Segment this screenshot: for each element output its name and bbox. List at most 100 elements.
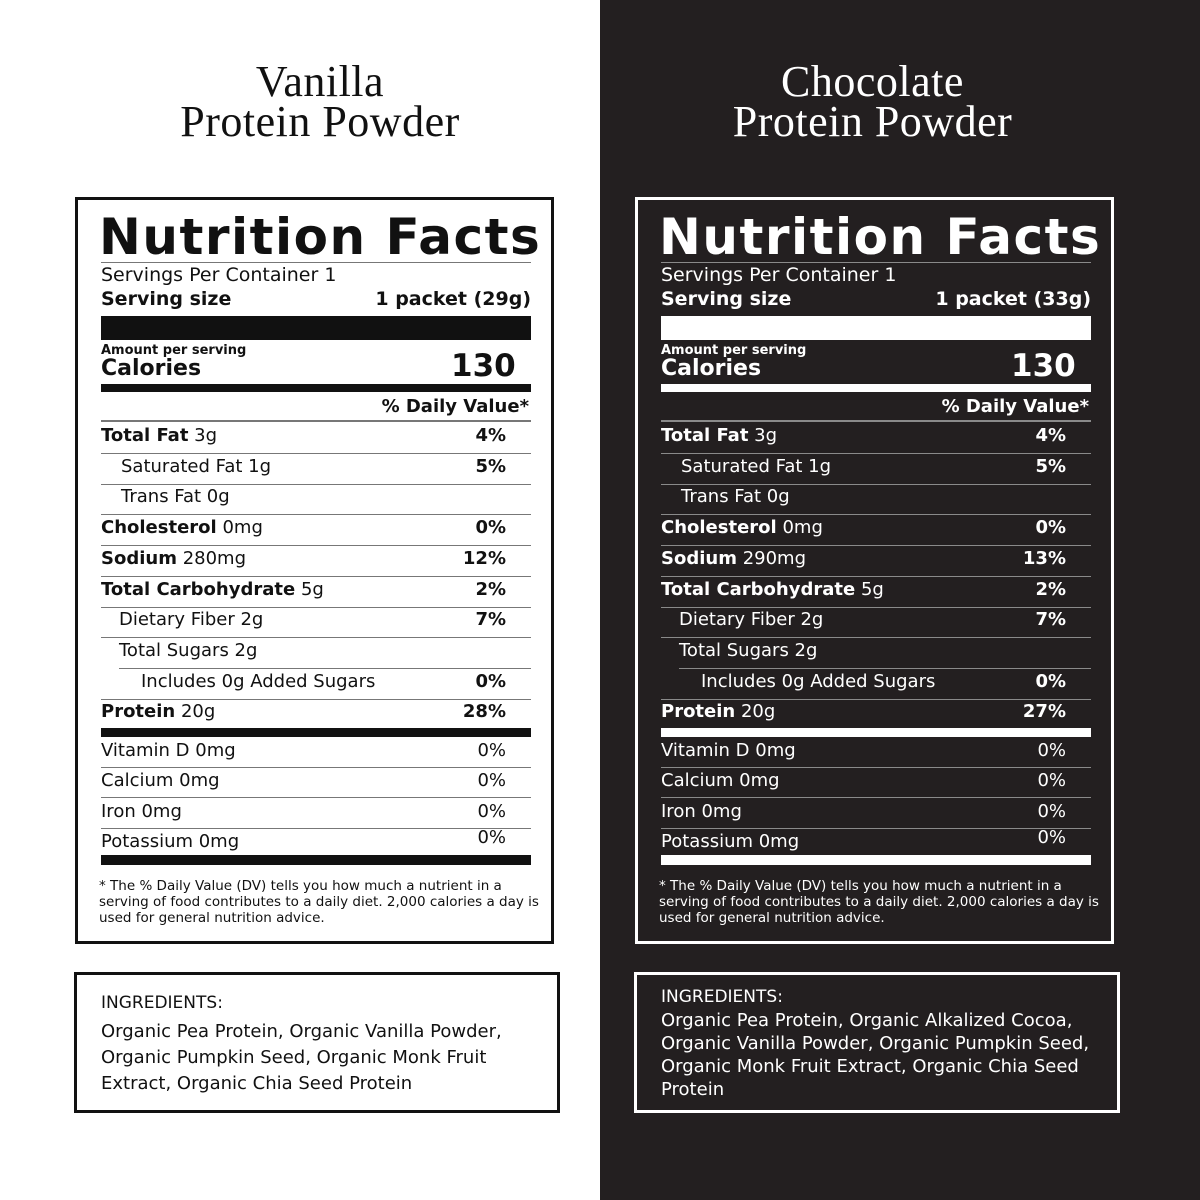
vitamin-daily-value: 0% — [477, 800, 506, 822]
chocolate-title: Chocolate Protein Powder — [600, 57, 1145, 146]
ingredients-text: Organic Pea Protein, Organic Vanilla Pow… — [101, 1021, 502, 1094]
nutrient-daily-value: 5% — [1035, 455, 1066, 477]
nutrient-amount: Saturated Fat 1g — [121, 455, 272, 477]
medium-divider — [661, 384, 1091, 392]
nutrient-bold-name: Total Fat — [661, 425, 749, 446]
nutrient-amount: 3g — [754, 425, 778, 446]
vanilla-title-line1: Vanilla — [255, 57, 385, 106]
row-divider — [101, 827, 531, 829]
row-divider — [101, 514, 531, 516]
ingredients-text: Organic Pea Protein, Organic Alkalized C… — [661, 1010, 1090, 1100]
medium-divider — [101, 384, 531, 392]
nutrient-daily-value: 7% — [475, 609, 506, 631]
chocolate-title-line1: Chocolate — [781, 57, 964, 106]
nutrient-daily-value: 0% — [475, 517, 506, 539]
nutrient-daily-value: 0% — [1035, 517, 1066, 539]
nutrient-bold-name: Sodium — [101, 547, 177, 569]
vanilla-nutrition-label: Nutrition Facts Servings Per Container 1… — [75, 197, 554, 944]
calories-label: Calories — [101, 356, 202, 381]
nutrient-amount: 3g — [194, 425, 218, 446]
row-divider — [119, 667, 531, 669]
ingredients-label: INGREDIENTS: — [661, 987, 783, 1007]
nutrient-row: Dietary Fiber 2g 7% — [661, 608, 1091, 639]
nutrient-daily-value: 13% — [1022, 547, 1066, 569]
nutrient-name: Saturated Fat 1g — [681, 456, 831, 477]
nutrient-amount: Total Sugars 2g — [679, 639, 818, 661]
row-divider — [101, 698, 531, 700]
serving-size-value: 1 packet (33g) — [935, 288, 1091, 310]
vanilla-panel: Vanilla Protein Powder Nutrition Facts S… — [74, 59, 560, 1113]
nutrient-name: Total Fat 3g — [661, 425, 777, 446]
vitamin-row: Potassium 0mg 0% — [661, 826, 1091, 860]
vitamin-row: Vitamin D 0mg 0% — [101, 739, 531, 769]
amount-per-serving: Amount per serving — [661, 343, 807, 358]
nutrient-name: Cholesterol 0mg — [661, 517, 823, 538]
chocolate-nutrition-label: Nutrition Facts Servings Per Container 1… — [635, 197, 1114, 944]
nutrient-amount: Includes 0g Added Sugars — [141, 670, 376, 692]
nutrient-amount: Dietary Fiber 2g — [119, 609, 264, 631]
nutrient-name: Saturated Fat 1g — [121, 456, 271, 477]
vitamin-daily-value: 0% — [477, 826, 506, 848]
nutrient-row: Includes 0g Added Sugars 0% — [101, 670, 531, 700]
row-divider — [661, 545, 1091, 547]
nutrient-daily-value: 4% — [475, 425, 506, 446]
row-divider — [101, 797, 531, 799]
nutrient-row: Includes 0g Added Sugars 0% — [661, 670, 1091, 700]
divider — [101, 262, 531, 263]
vitamin-name: Calcium 0mg — [661, 770, 780, 792]
chocolate-title-line2: Protein Powder — [732, 97, 1013, 146]
serving-size-value: 1 packet (29g) — [375, 288, 531, 310]
row-divider — [661, 698, 1091, 700]
vitamin-daily-value: 0% — [1037, 800, 1066, 822]
nutrient-name: Total Sugars 2g — [119, 640, 257, 661]
nutrient-amount: Total Sugars 2g — [119, 639, 258, 661]
vitamin-name: Iron 0mg — [661, 800, 742, 822]
nutrient-amount: 20g — [740, 701, 776, 723]
vitamin-row: Iron 0mg 0% — [101, 800, 531, 830]
row-divider — [661, 767, 1091, 768]
vitamin-name: Vitamin D 0mg — [661, 740, 796, 761]
nutrient-daily-value: 5% — [475, 455, 506, 477]
nutrient-row: Sodium 280mg 12% — [101, 547, 531, 577]
serving-size-label: Serving size — [661, 288, 792, 310]
vitamin-daily-value: 0% — [1037, 826, 1066, 848]
thick-divider — [661, 855, 1091, 865]
thick-divider — [101, 316, 531, 340]
nutrient-name: Dietary Fiber 2g — [119, 609, 263, 630]
calories-label: Calories — [661, 356, 762, 381]
daily-value-header: % Daily Value* — [381, 396, 529, 417]
nutrient-name: Sodium 280mg — [101, 548, 246, 569]
thick-divider — [661, 728, 1091, 737]
row-divider — [661, 797, 1091, 799]
row-divider — [101, 606, 531, 608]
nutrient-name: Protein 20g — [101, 701, 215, 722]
row-divider — [661, 453, 1091, 454]
vitamin-row: Calcium 0mg 0% — [661, 769, 1091, 799]
nutrient-row: Total Fat 3g 4% — [661, 424, 1091, 454]
nutrient-amount: Saturated Fat 1g — [681, 455, 832, 477]
amount-per-serving: Amount per serving — [101, 343, 247, 358]
nutrient-daily-value: 2% — [475, 578, 506, 600]
divider — [661, 420, 1091, 422]
vitamin-row: Calcium 0mg 0% — [101, 769, 531, 799]
vitamin-name: Potassium 0mg — [661, 830, 800, 852]
nutrient-row: Total Fat 3g 4% — [101, 424, 531, 454]
nutrient-daily-value: 7% — [1035, 609, 1066, 631]
row-divider — [661, 827, 1091, 829]
chocolate-ingredients-box: INGREDIENTS: Organic Pea Protein, Organi… — [634, 972, 1120, 1113]
nutrient-row: Sodium 290mg 13% — [661, 547, 1091, 577]
servings-per-container: Servings Per Container 1 — [101, 264, 337, 286]
nutrient-name: Cholesterol 0mg — [101, 517, 263, 538]
nutrient-row: Protein 20g 28% — [101, 700, 531, 730]
nutrient-name: Total Carbohydrate 5g — [661, 579, 884, 600]
nutrient-amount: Trans Fat 0g — [121, 486, 230, 508]
nutrient-row: Total Sugars 2g — [661, 639, 1091, 669]
nutrient-name: Dietary Fiber 2g — [679, 609, 823, 630]
thick-divider — [101, 855, 531, 865]
nutrient-row: Cholesterol 0mg 0% — [101, 516, 531, 547]
row-divider — [101, 483, 531, 485]
nutrient-bold-name: Cholesterol — [101, 517, 217, 539]
nutrient-bold-name: Protein — [101, 701, 176, 723]
footnote: * The % Daily Value (DV) tells you how m… — [659, 878, 1099, 926]
vitamin-daily-value: 0% — [1037, 770, 1066, 792]
